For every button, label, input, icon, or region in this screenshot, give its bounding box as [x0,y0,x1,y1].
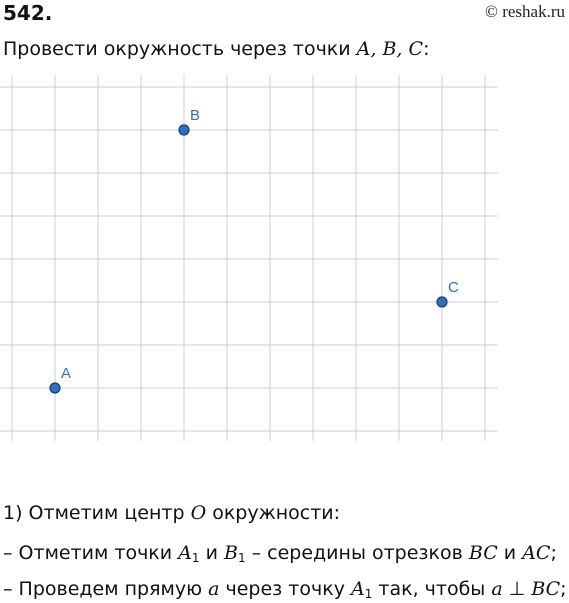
step3-a: a [208,578,220,600]
step3-sub: 1 [364,587,373,601]
step3-mid2: так, чтобы [372,578,492,600]
grid-figure: A B C [0,75,498,441]
points-layer: A B C [49,107,459,394]
point-C [436,296,448,308]
problem-number: 542. [3,1,53,25]
step3-a2: a [491,578,503,600]
step2-A: A [178,542,192,564]
step1-prefix: 1) Отметим центр [3,502,191,524]
point-A [49,382,61,394]
step2-BC: BC [468,542,498,564]
step2-sub1: 1 [191,551,200,565]
step3-mid: через точку [219,578,351,600]
step2-AC: AC [522,542,551,564]
step3-end: ; [560,578,567,600]
step3-BC: BC [531,578,561,600]
point-label-B: B [190,107,200,124]
task-suffix: : [423,38,430,60]
step2-and2: и [497,542,523,564]
step2-text: – Отметим точки [3,542,179,564]
solution-step-3: – Проведем прямую a через точку A1 так, … [3,578,567,601]
step2-end: ; [550,542,557,564]
step3-text: – Проведем прямую [3,578,209,600]
step1-suffix: окружности: [206,502,341,524]
point-B [178,124,190,136]
task-statement: Провести окружность через точки A, B, C: [3,38,429,60]
solution-step-2: – Отметим точки A1 и B1 – середины отрез… [3,542,557,565]
task-prefix: Провести окружность через точки [3,38,357,60]
step2-sub2: 1 [237,551,246,565]
point-label-A: A [61,365,71,382]
grid-lines [0,75,498,441]
point-label-C: C [448,279,459,296]
step2-and: и [199,542,224,564]
perp-symbol: ⊥ [502,578,532,600]
solution-step-1: 1) Отметим центр O окружности: [3,502,340,524]
step3-A: A [350,578,365,600]
step2-B: B [223,542,238,564]
task-points: A, B, C [356,38,424,60]
step2-mid: – середины отрезков [245,542,469,564]
watermark: © reshak.ru [485,2,565,21]
step1-var: O [190,502,207,524]
